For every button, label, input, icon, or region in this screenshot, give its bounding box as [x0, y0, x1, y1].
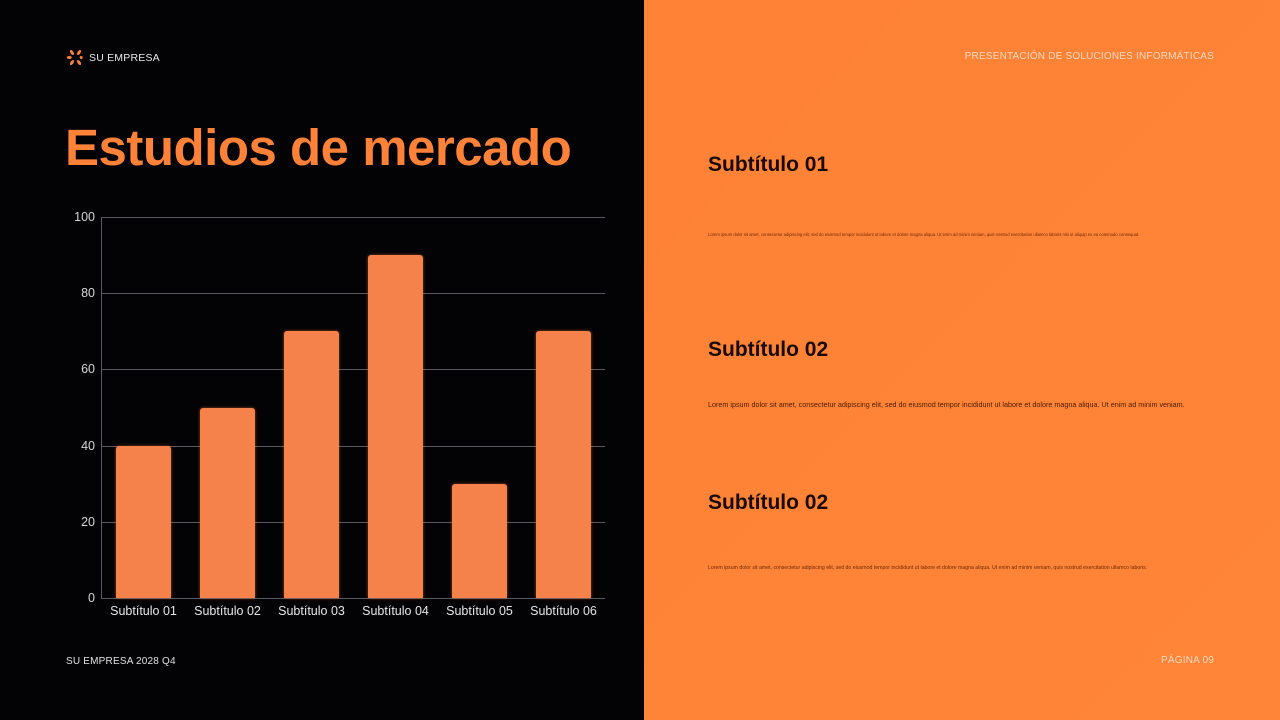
y-tick-label: 0: [88, 591, 95, 605]
bar: [452, 483, 507, 598]
gridline: [101, 293, 605, 295]
presentation-title: PRESENTACIÓN DE SOLUCIONES INFORMÁTICAS: [964, 51, 1214, 62]
page-title: Estudios de mercado: [65, 119, 572, 176]
gridline: [101, 445, 605, 447]
bar: [368, 255, 423, 598]
x-tick-label: Subtítulo 01: [110, 604, 177, 618]
gridline: [101, 217, 605, 218]
y-tick-label: 100: [74, 210, 95, 224]
section-text-2: Lorem ipsum dolor sit amet, consectetur …: [708, 400, 1185, 409]
bar: [536, 331, 591, 598]
bar: [200, 407, 255, 598]
x-tick-label: Subtítulo 05: [446, 604, 513, 618]
gridline: [101, 521, 605, 523]
y-tick-label: 80: [81, 286, 95, 301]
bar-chart: 0 20 40 60 80 100 Subtítulo 01 Subtítulo 02 Subt…: [60, 205, 620, 635]
brand: SU EMPRESA: [66, 48, 160, 67]
gridline: [101, 369, 605, 371]
y-tick-label: 20: [81, 514, 95, 529]
footer-company: SU EMPRESA 2028 Q4: [66, 656, 176, 667]
section-text-3: Lorem ipsum dolor sit amet, consectetur …: [708, 565, 1148, 571]
x-tick-label: Subtítulo 04: [362, 604, 429, 618]
y-tick-label: 60: [81, 362, 95, 377]
x-tick-label: Subtítulo 02: [194, 604, 261, 618]
page-number: PÁGINA 09: [1161, 655, 1214, 666]
x-tick-label: Subtítulo 03: [278, 604, 345, 618]
x-tick-label: Subtítulo 06: [530, 604, 597, 618]
bar: [116, 445, 171, 598]
section-heading-3: Subtítulo 02: [708, 491, 829, 514]
brand-name: SU EMPRESA: [89, 51, 160, 64]
bar: [284, 331, 339, 598]
section-heading-1: Subtítulo 01: [708, 153, 829, 176]
y-tick-label: 40: [81, 438, 95, 453]
gridline: [101, 598, 605, 599]
right-panel: [644, 0, 1280, 720]
section-text-1: Lorem ipsum dolor sit amet, consectetur …: [708, 232, 1140, 237]
section-heading-2: Subtítulo 02: [708, 338, 829, 361]
burst-logo-icon: [66, 49, 83, 66]
y-axis: [101, 217, 102, 598]
